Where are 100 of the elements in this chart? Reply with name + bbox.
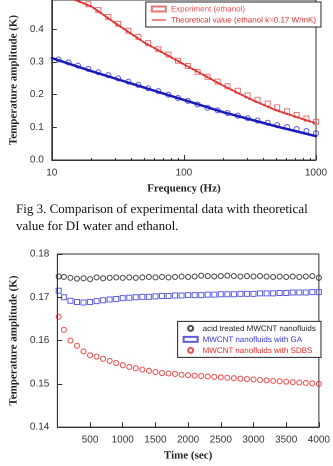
point xyxy=(283,290,290,296)
point xyxy=(94,274,100,280)
point xyxy=(158,274,165,280)
point xyxy=(264,377,270,384)
x-tick-label: 2000 xyxy=(176,434,200,446)
point xyxy=(166,274,172,280)
point xyxy=(113,360,120,366)
point xyxy=(270,290,276,296)
point xyxy=(211,274,218,280)
point xyxy=(146,368,152,374)
point xyxy=(270,274,276,280)
point xyxy=(152,369,158,376)
point xyxy=(146,274,152,280)
y-tick-label: 0.14 xyxy=(30,422,50,433)
point xyxy=(178,372,185,378)
point xyxy=(192,292,198,298)
point xyxy=(250,274,256,280)
point xyxy=(204,373,211,380)
point xyxy=(106,296,113,302)
point xyxy=(244,376,250,382)
point xyxy=(94,298,100,304)
point xyxy=(204,292,211,298)
x-tick-label: 1000 xyxy=(112,434,134,446)
point xyxy=(87,299,94,306)
point xyxy=(60,326,67,333)
point xyxy=(80,348,87,354)
point xyxy=(166,370,172,376)
point xyxy=(178,292,185,299)
point xyxy=(106,274,113,281)
point xyxy=(218,291,224,298)
point xyxy=(80,299,87,306)
point xyxy=(230,375,237,382)
point xyxy=(264,290,270,296)
point xyxy=(244,290,250,297)
point xyxy=(126,274,132,280)
point xyxy=(316,380,322,387)
point xyxy=(224,374,230,381)
point xyxy=(296,290,302,296)
point xyxy=(56,274,62,280)
y-tick-label: 0.15 xyxy=(30,378,50,390)
x-tick-label: 10 xyxy=(46,168,58,178)
point xyxy=(94,354,100,360)
point xyxy=(60,274,67,280)
point xyxy=(198,292,204,298)
point xyxy=(152,274,158,280)
point xyxy=(309,380,316,386)
point xyxy=(113,296,120,302)
point xyxy=(276,290,283,296)
point xyxy=(309,273,316,280)
point xyxy=(172,274,178,280)
point xyxy=(237,290,244,297)
x-tick-label: 3500 xyxy=(275,434,298,446)
point xyxy=(100,297,106,304)
point xyxy=(132,274,139,281)
point xyxy=(257,376,264,383)
point xyxy=(283,378,290,385)
point xyxy=(302,274,309,280)
y-tick-label: 0.17 xyxy=(30,292,50,303)
x-axis-title: Time (sec) xyxy=(164,450,213,462)
point xyxy=(139,366,146,373)
point xyxy=(230,291,237,298)
point xyxy=(218,273,224,280)
point xyxy=(185,274,192,280)
point xyxy=(56,288,62,294)
y-tick-label: 0.1 xyxy=(30,122,44,133)
point xyxy=(270,378,276,384)
point xyxy=(296,274,302,280)
point xyxy=(100,275,106,282)
point xyxy=(158,292,165,299)
point xyxy=(106,358,113,364)
point xyxy=(120,362,126,368)
point xyxy=(87,352,94,358)
point xyxy=(132,365,139,372)
point xyxy=(158,370,165,376)
point xyxy=(139,274,146,280)
y-tick-label: 0.4 xyxy=(30,24,44,35)
point xyxy=(290,274,296,280)
x-tick-label: 2500 xyxy=(210,434,232,446)
point xyxy=(302,290,309,296)
point xyxy=(120,274,126,281)
point xyxy=(192,372,198,379)
point xyxy=(74,299,80,306)
point xyxy=(132,294,139,300)
point xyxy=(87,276,94,282)
legend-label: Experiment (ethanol) xyxy=(170,4,246,14)
point xyxy=(290,290,296,296)
point xyxy=(146,294,152,300)
point xyxy=(192,274,198,280)
point xyxy=(80,275,87,282)
point xyxy=(224,272,230,279)
point xyxy=(257,273,264,280)
point xyxy=(257,290,264,296)
x-axis-title: Frequency (Hz) xyxy=(147,182,221,194)
point xyxy=(211,292,218,298)
point xyxy=(60,294,67,300)
legend-label: MWCNT nanofluids with SDBS xyxy=(202,346,312,355)
point xyxy=(296,380,302,386)
point xyxy=(74,342,80,349)
legend-label: acid treated MWCNT nanofluids xyxy=(202,324,316,333)
point xyxy=(172,370,178,377)
